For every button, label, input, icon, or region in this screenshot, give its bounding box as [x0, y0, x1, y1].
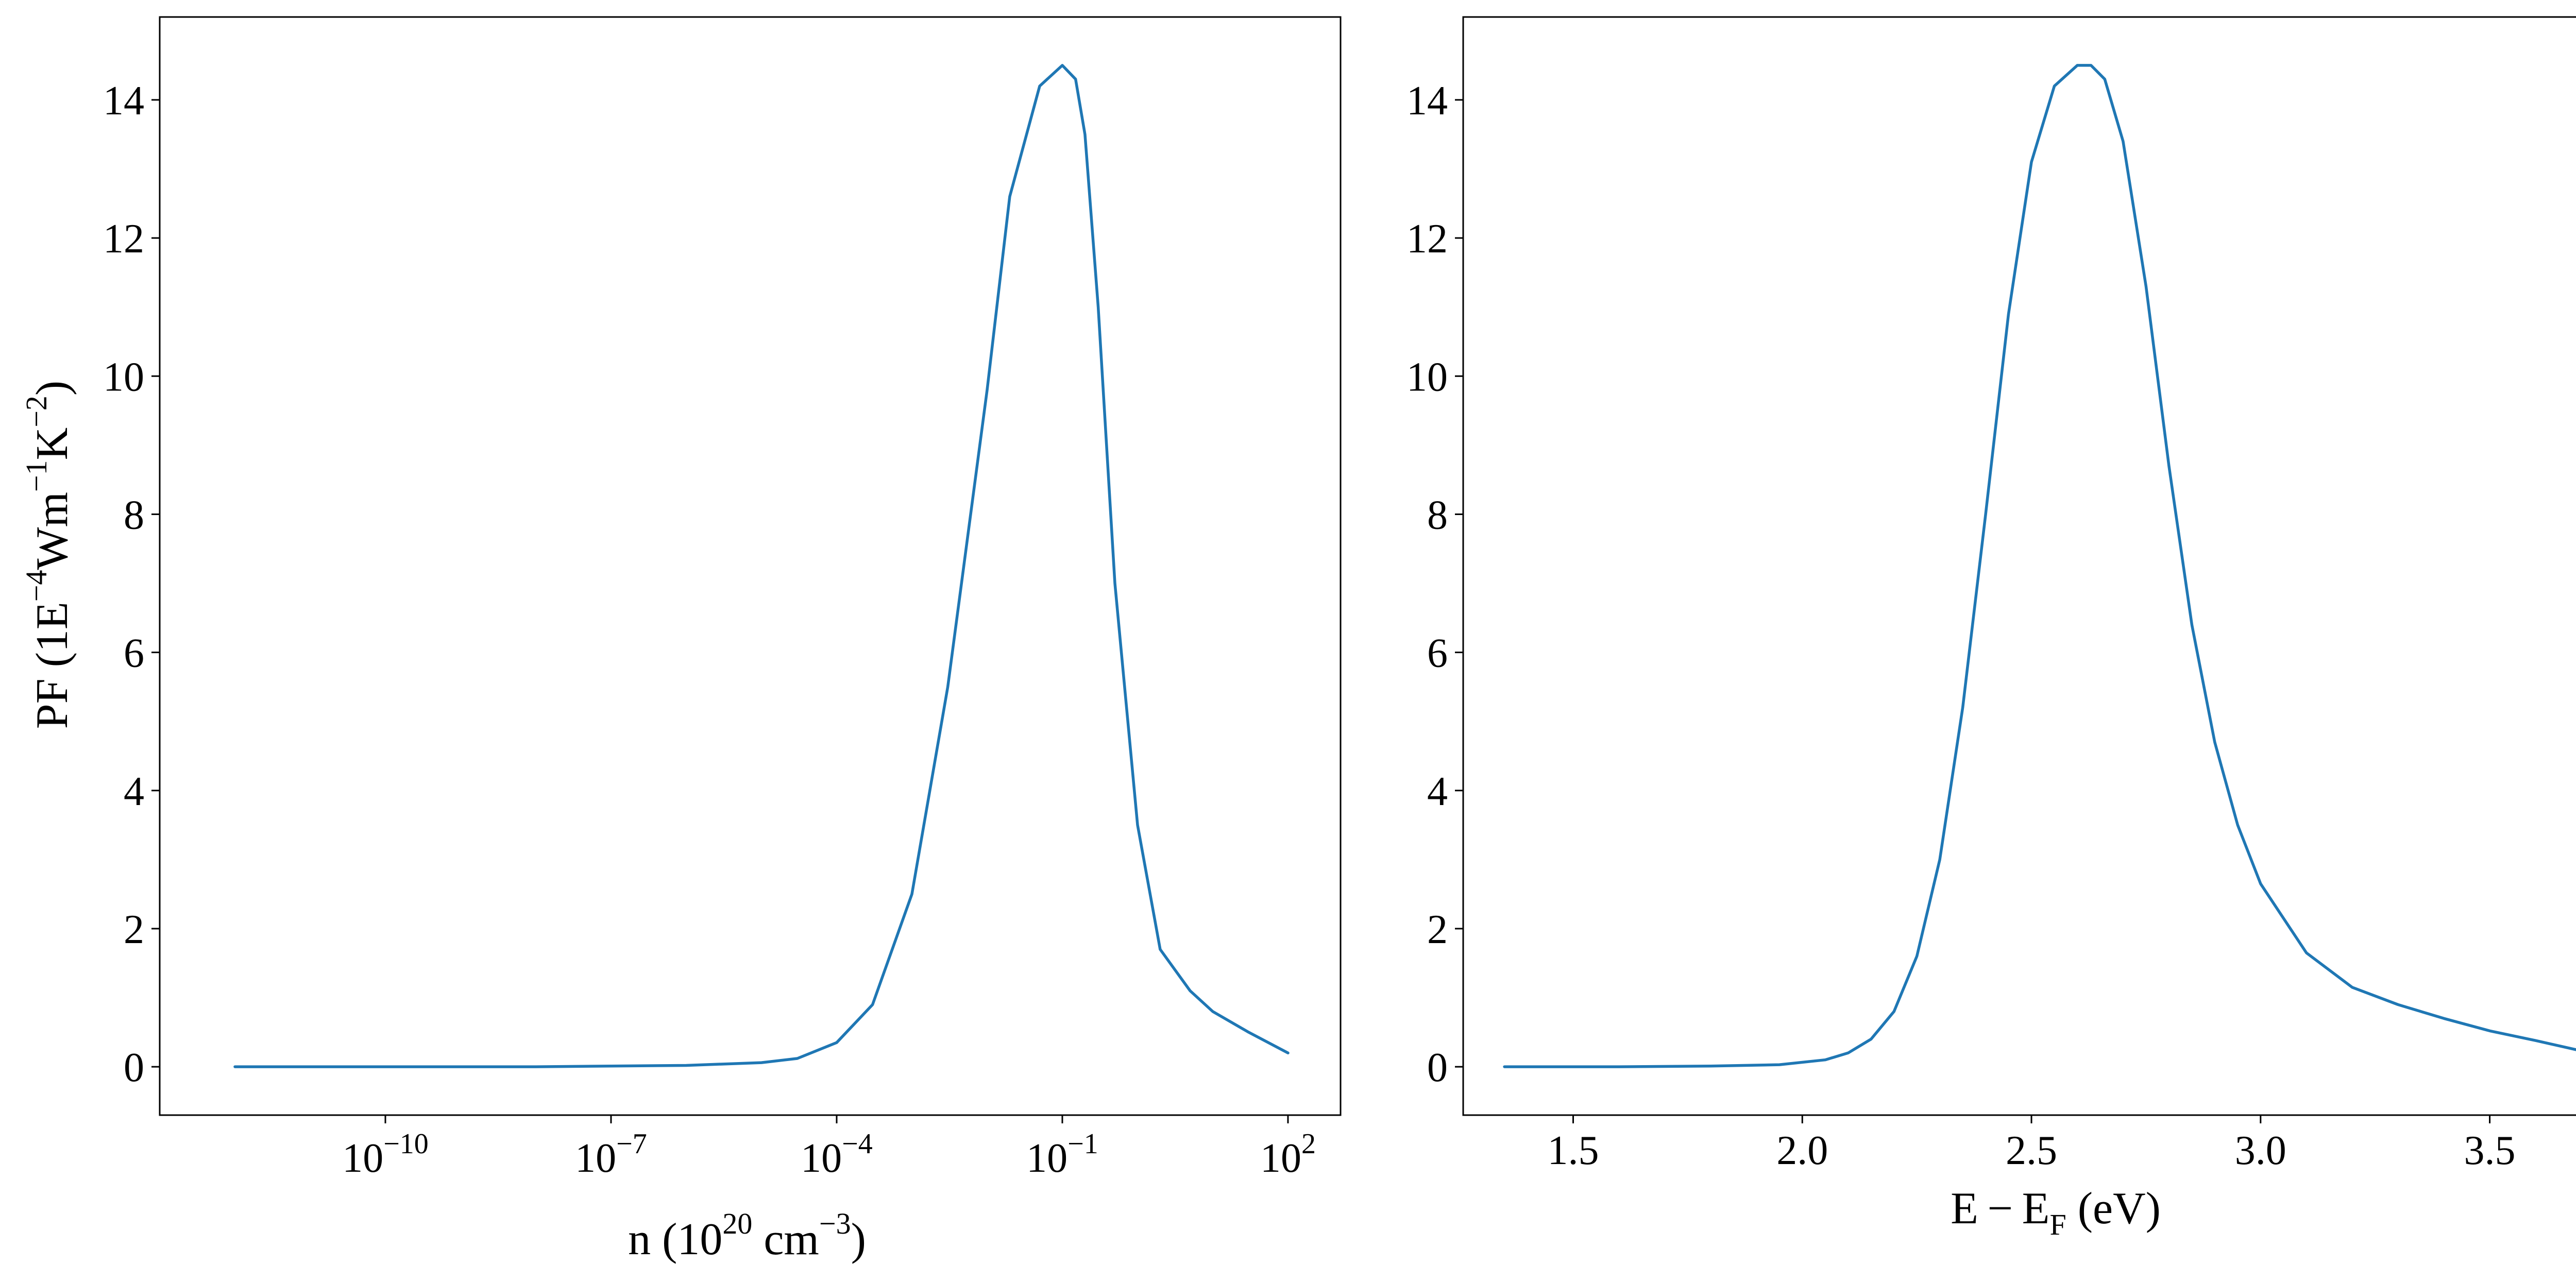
left-y-tick-label: 0: [124, 1045, 144, 1090]
right-y-tick-label: 12: [1406, 216, 1448, 262]
right-x-tick-label: 2.5: [2006, 1128, 2057, 1173]
right-x-tick-label: 1.5: [1547, 1128, 1599, 1173]
left-x-tick-label: 10−7: [575, 1128, 647, 1181]
left-x-tick-label: 10−4: [801, 1128, 873, 1181]
left-y-tick-label: 2: [124, 907, 144, 952]
right-x-tick-label: 2.0: [1776, 1128, 1828, 1173]
left-y-axis-label: PF (1E−4Wm−1K−2): [20, 381, 77, 729]
right-chart-panel: E − EF (eV) 0 2 4 6 8 10 12 14 1.5 2.0 2.5 3.0 3.5: [1406, 16, 2576, 1241]
left-axes-frame: [159, 16, 1342, 1116]
left-y-tick-label: 6: [124, 631, 144, 676]
left-x-tick-label: 102: [1260, 1128, 1316, 1181]
right-y-tick-label: 10: [1406, 354, 1448, 400]
left-y-tick-label: 12: [103, 216, 144, 262]
right-y-tick-label: 2: [1427, 907, 1448, 952]
right-y-tick-label: 14: [1406, 78, 1448, 124]
right-y-tick-label: 6: [1427, 631, 1448, 676]
left-x-tick-label: 10−10: [342, 1128, 429, 1181]
right-x-axis-label: E − EF (eV): [1951, 1184, 2161, 1241]
left-y-tick-label: 4: [124, 769, 144, 814]
right-x-tick-label: 3.0: [2235, 1128, 2286, 1173]
left-chart-panel: PF (1E−4Wm−1K−2) n (1020 cm−3) 0 2 4 6 8 10 12…: [20, 16, 1342, 1264]
left-series-line: [233, 64, 1290, 1068]
left-y-tick-label: 14: [103, 78, 144, 124]
left-x-tick-label: 10−1: [1026, 1128, 1098, 1181]
right-series-line: [1503, 64, 2576, 1068]
left-y-tick-label: 8: [124, 492, 144, 538]
left-x-axis-label: n (1020 cm−3): [628, 1207, 866, 1264]
right-y-tick-label: 8: [1427, 492, 1448, 538]
right-axes-frame: [1462, 16, 2576, 1116]
right-y-tick-label: 4: [1427, 769, 1448, 814]
right-x-tick-label: 3.5: [2464, 1128, 2516, 1173]
left-y-tick-label: 10: [103, 354, 144, 400]
right-y-tick-label: 0: [1427, 1045, 1448, 1090]
